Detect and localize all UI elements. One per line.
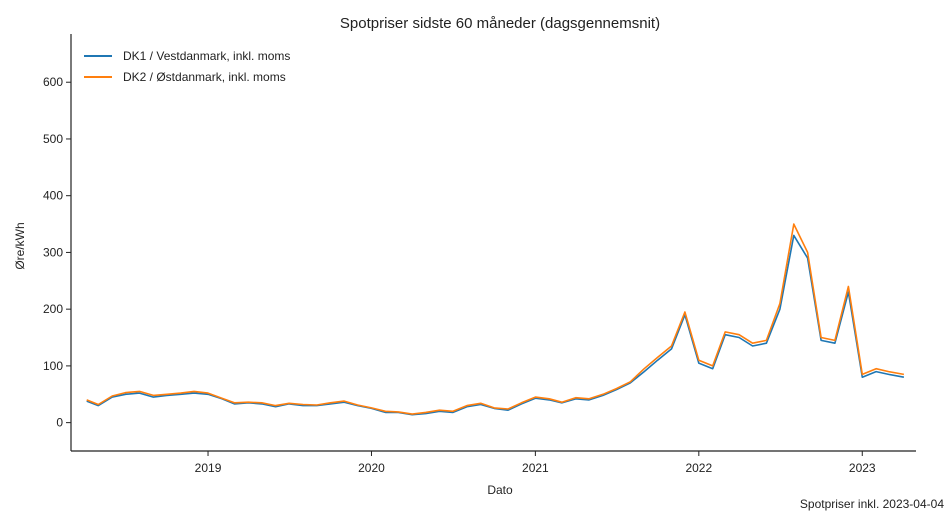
legend-label-2: DK2 / Østdanmark, inkl. moms (123, 70, 286, 84)
y-tick-label: 100 (43, 359, 63, 373)
footer-note: Spotpriser inkl. 2023-04-04 (800, 497, 944, 511)
legend: DK1 / Vestdanmark, inkl. moms DK2 / Østda… (84, 49, 290, 84)
y-tick-label: 0 (56, 416, 63, 430)
y-tick-label: 500 (43, 132, 63, 146)
x-axis-ticks: 2019 2020 2021 2022 2023 (195, 451, 876, 475)
x-tick-label: 2022 (685, 461, 712, 475)
x-tick-label: 2023 (849, 461, 876, 475)
series-line-1 (86, 234, 905, 416)
y-tick-label: 300 (43, 245, 63, 259)
y-tick-label: 400 (43, 189, 63, 203)
y-axis-ticks: 0 100 200 300 400 500 600 (43, 75, 71, 430)
x-tick-label: 2021 (522, 461, 549, 475)
legend-label-1: DK1 / Vestdanmark, inkl. moms (123, 49, 290, 63)
y-axis-label: Øre/kWh (13, 222, 27, 269)
x-tick-label: 2019 (195, 461, 222, 475)
chart-title: Spotpriser sidste 60 måneder (dagsgennem… (340, 15, 660, 32)
y-tick-label: 200 (43, 302, 63, 316)
x-tick-label: 2020 (358, 461, 385, 475)
y-tick-label: 600 (43, 75, 63, 89)
plot-area (86, 223, 905, 416)
x-axis-label: Dato (487, 483, 513, 497)
series-line-2 (86, 223, 905, 415)
